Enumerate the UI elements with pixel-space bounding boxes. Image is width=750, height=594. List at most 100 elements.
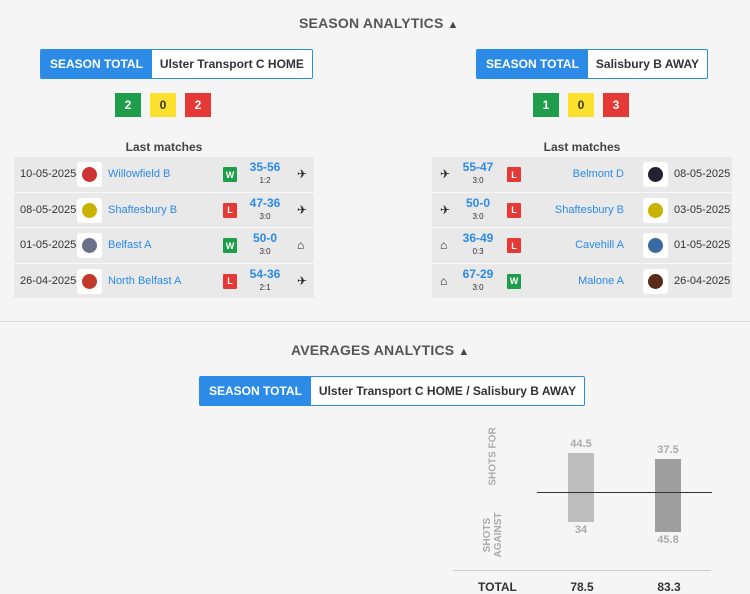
- home-last-matches-label: Last matches: [125, 140, 203, 154]
- team-logo: [77, 268, 102, 294]
- form-badge: 2: [115, 93, 141, 117]
- match-date: 26-04-2025: [20, 274, 77, 287]
- score-link[interactable]: 47-36: [249, 195, 281, 210]
- team-crest-icon: [648, 167, 663, 182]
- shots-for-value: 37.5: [657, 444, 679, 456]
- home-icon: ⌂: [440, 238, 448, 252]
- chart-baseline: [537, 492, 712, 493]
- tab-away-team[interactable]: Salisbury B AWAY: [595, 57, 700, 71]
- plane-icon: ✈: [297, 167, 308, 181]
- team-link[interactable]: Willowfield B: [108, 168, 171, 180]
- match-date: 01-05-2025: [674, 239, 731, 251]
- score-link[interactable]: 36-49: [462, 231, 494, 245]
- team-link[interactable]: Shaftesbury B: [554, 203, 624, 216]
- team-logo: [643, 233, 668, 258]
- score-link[interactable]: 50-0: [252, 231, 278, 245]
- form-badge: 3: [603, 93, 629, 117]
- result-badge: W: [507, 273, 521, 289]
- total-value: 83.3: [657, 580, 681, 594]
- score-sets: 3:0: [472, 211, 484, 221]
- team-logo: [77, 233, 102, 258]
- match-row[interactable]: 03-05-2025 Shaftesbury B L 50-0 3:0 ✈: [432, 193, 732, 228]
- match-date: 08-05-2025: [20, 203, 77, 216]
- plane-icon: ✈: [440, 202, 451, 217]
- score-link[interactable]: 67-29: [462, 266, 494, 281]
- averages-title-text: AVERAGES ANALYTICS: [291, 342, 455, 358]
- plane-icon: ✈: [297, 202, 308, 217]
- chevron-up-icon: ▲: [447, 19, 459, 31]
- result-badge: L: [223, 202, 237, 218]
- plane-icon: ✈: [440, 167, 451, 181]
- team-link[interactable]: Belmont D: [572, 168, 624, 180]
- team-logo: [643, 197, 668, 223]
- shots-for-label: SHOTS FOR: [487, 427, 499, 486]
- bar-series-1: [568, 452, 594, 522]
- match-row[interactable]: 26-04-2025 Malone A W 67-29 3:0 ⌂: [432, 264, 732, 299]
- home-icon: ⌂: [440, 273, 448, 288]
- match-row[interactable]: 08-05-2025 Shaftesbury B L 47-36 3:0 ✈: [14, 193, 314, 228]
- score-link[interactable]: 54-36: [249, 266, 281, 281]
- team-crest-icon: [82, 273, 97, 289]
- team-logo: [77, 162, 102, 187]
- team-crest-icon: [82, 167, 97, 182]
- score-sets: 3:0: [472, 282, 484, 292]
- match-row[interactable]: 01-05-2025 Cavehill A L 36-49 0:3 ⌂: [432, 228, 732, 264]
- match-date: 01-05-2025: [20, 239, 77, 251]
- total-label: TOTAL: [478, 580, 517, 594]
- tab-averages-teams[interactable]: Ulster Transport C HOME / Salisbury B AW…: [318, 384, 577, 398]
- season-title-text: SEASON ANALYTICS: [299, 15, 444, 31]
- score-sets: 1:2: [259, 176, 271, 185]
- averages-tabs: SEASON TOTAL Ulster Transport C HOME / S…: [199, 376, 586, 406]
- team-logo: [643, 162, 668, 187]
- result-badge: L: [507, 167, 521, 182]
- score-link[interactable]: 55-47: [462, 160, 494, 174]
- match-row[interactable]: 01-05-2025 Belfast A W 50-0 3:0 ⌂: [14, 228, 314, 264]
- total-divider: [453, 570, 711, 571]
- form-badge: 2: [185, 93, 211, 117]
- match-date: 10-05-2025: [20, 168, 77, 180]
- form-badge: 0: [568, 93, 594, 117]
- away-matches-table: 08-05-2025 Belmont D L 55-47 3:0 ✈ 03-05-2025 S…: [432, 157, 732, 299]
- team-link[interactable]: Belfast A: [108, 239, 152, 251]
- away-last-matches-label: Last matches: [543, 140, 621, 154]
- divider: [0, 321, 750, 322]
- tab-season-total-home[interactable]: SEASON TOTAL: [41, 50, 152, 78]
- match-date: 08-05-2025: [674, 168, 731, 180]
- match-row[interactable]: 26-04-2025 North Belfast A L 54-36 2:1 ✈: [14, 264, 314, 299]
- tab-home-team[interactable]: Ulster Transport C HOME: [159, 57, 304, 71]
- form-badge: 1: [533, 93, 559, 117]
- score-sets: 2:1: [259, 282, 271, 292]
- match-date: 03-05-2025: [674, 203, 731, 216]
- shots-against-value: 45.8: [657, 534, 679, 547]
- team-crest-icon: [82, 238, 97, 253]
- shots-against-label: SHOTS AGAINST: [482, 512, 504, 558]
- team-crest-icon: [648, 273, 663, 289]
- team-logo: [77, 197, 102, 223]
- score-link[interactable]: 35-56: [249, 160, 281, 174]
- match-row[interactable]: 10-05-2025 Willowfield B W 35-56 1:2 ✈: [14, 157, 314, 193]
- score-sets: 3:0: [259, 247, 271, 256]
- match-date: 26-04-2025: [674, 274, 731, 287]
- result-badge: L: [507, 202, 521, 218]
- team-link[interactable]: Cavehill A: [575, 239, 624, 251]
- score-sets: 3:0: [259, 211, 271, 221]
- home-tabs: SEASON TOTAL Ulster Transport C HOME: [40, 49, 313, 79]
- home-icon: ⌂: [297, 238, 305, 252]
- tab-season-total-averages[interactable]: SEASON TOTAL: [200, 377, 311, 405]
- score-link[interactable]: 50-0: [465, 195, 491, 210]
- match-row[interactable]: 08-05-2025 Belmont D L 55-47 3:0 ✈: [432, 157, 732, 193]
- shots-against-value: 34: [574, 523, 588, 536]
- score-sets: 3:0: [472, 176, 484, 185]
- season-analytics-title[interactable]: SEASON ANALYTICS ▲: [299, 15, 459, 31]
- team-crest-icon: [82, 202, 97, 218]
- result-badge: L: [507, 238, 521, 253]
- team-link[interactable]: North Belfast A: [108, 274, 182, 287]
- result-badge: W: [223, 238, 237, 253]
- averages-analytics-title[interactable]: AVERAGES ANALYTICS ▲: [291, 342, 469, 358]
- team-link[interactable]: Shaftesbury B: [108, 203, 178, 216]
- result-badge: W: [223, 167, 237, 182]
- total-value: 78.5: [570, 580, 594, 594]
- team-link[interactable]: Malone A: [578, 274, 624, 287]
- home-matches-table: 10-05-2025 Willowfield B W 35-56 1:2 ✈ 08-05-2…: [14, 157, 314, 299]
- tab-season-total-away[interactable]: SEASON TOTAL: [477, 50, 588, 78]
